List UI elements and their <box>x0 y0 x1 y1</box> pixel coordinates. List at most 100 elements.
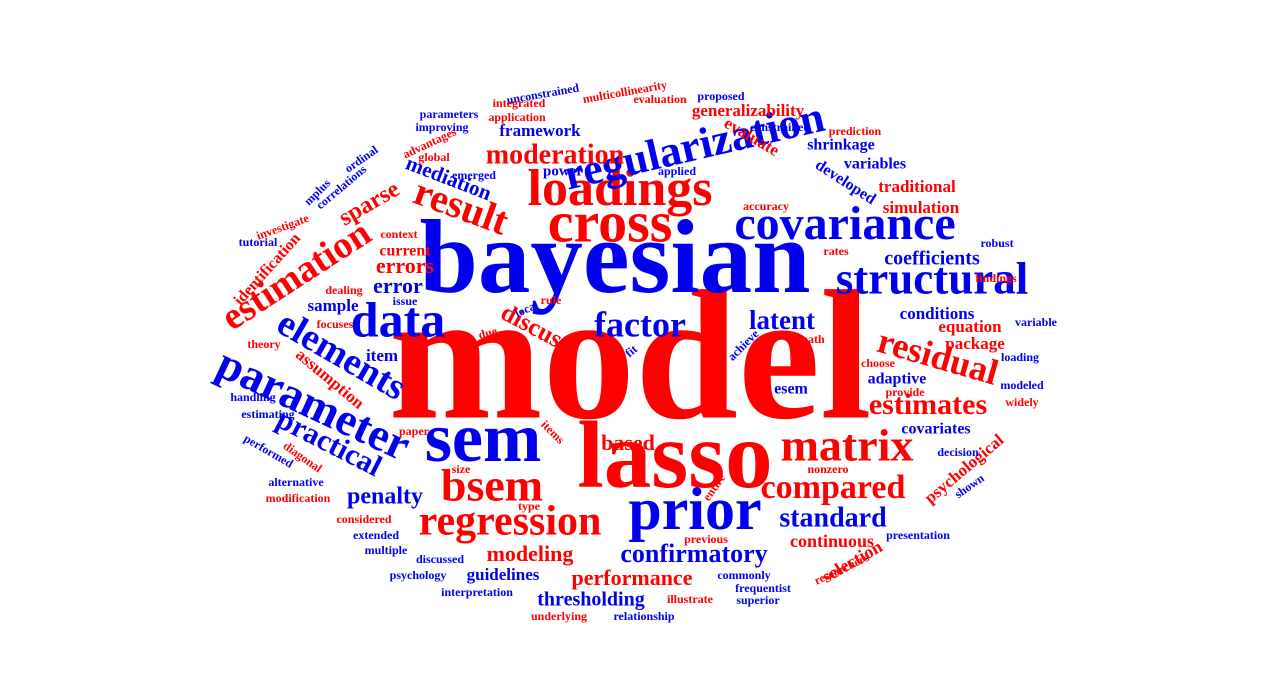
cloud-word-applied: applied <box>658 164 696 178</box>
cloud-word-compared: compared <box>761 469 906 506</box>
cloud-word-estimating: estimating <box>241 407 294 421</box>
cloud-word-relationship: relationship <box>613 609 674 623</box>
cloud-word-alternative: alternative <box>268 475 324 489</box>
cloud-word-thresholding: thresholding <box>537 589 644 611</box>
cloud-word-loading: loading <box>1001 350 1039 364</box>
cloud-word-evaluation: evaluation <box>633 92 687 106</box>
cloud-word-regression: regression <box>419 499 602 545</box>
cloud-word-prediction: prediction <box>829 124 882 138</box>
cloud-word-widely: widely <box>1005 395 1038 409</box>
cloud-word-power: power <box>543 163 583 179</box>
cloud-word-coefficients: coefficients <box>884 248 980 270</box>
cloud-word-confirmatory: confirmatory <box>620 539 767 568</box>
cloud-word-latent: latent <box>749 305 815 335</box>
cloud-word-extended: extended <box>353 528 399 542</box>
cloud-word-esem: esem <box>774 381 808 398</box>
cloud-word-focuses: focuses <box>317 317 354 331</box>
cloud-word-integrated: integrated <box>493 96 546 110</box>
cloud-word-performance: performance <box>572 565 693 590</box>
cloud-word-emerged: emerged <box>452 168 496 182</box>
cloud-word-multiple: multiple <box>365 543 408 557</box>
cloud-word-size: size <box>452 462 471 476</box>
cloud-word-path: path <box>801 332 825 346</box>
cloud-word-covariance: covariance <box>734 197 955 250</box>
cloud-word-sem: sem <box>425 400 542 477</box>
cloud-word-proposed: proposed <box>697 89 744 103</box>
cloud-word-standard: standard <box>779 502 887 533</box>
cloud-word-frequentist: frequentist <box>735 581 791 595</box>
cloud-word-accuracy: accuracy <box>743 199 789 213</box>
cloud-word-structural: structural <box>836 253 1028 303</box>
cloud-word-simulation: simulation <box>883 198 960 217</box>
cloud-word-superior: superior <box>736 593 780 607</box>
cloud-word-nonzero: nonzero <box>807 462 848 476</box>
cloud-word-loadings: loadings <box>528 160 713 217</box>
cloud-word-variable: variable <box>1015 315 1058 329</box>
cloud-word-rates: rates <box>823 244 849 258</box>
cloud-word-modeling: modeling <box>487 541 574 566</box>
cloud-word-interpretation: interpretation <box>441 585 513 599</box>
cloud-word-application: application <box>488 110 546 124</box>
cloud-word-framework: framework <box>499 121 581 140</box>
cloud-word-discussed: discussed <box>416 552 464 566</box>
cloud-word-modeled: modeled <box>1000 378 1044 392</box>
cloud-word-modification: modification <box>266 491 331 505</box>
cloud-word-underlying: underlying <box>531 609 587 623</box>
cloud-word-handling: handling <box>230 390 275 404</box>
cloud-word-equation: equation <box>938 317 1002 336</box>
cloud-word-global: global <box>418 150 450 164</box>
cloud-word-psychology: psychology <box>390 568 447 582</box>
cloud-word-adaptive: adaptive <box>868 371 927 388</box>
cloud-word-tutorial: tutorial <box>239 235 278 249</box>
cloud-word-prior: prior <box>628 476 761 542</box>
cloud-word-presentation: presentation <box>886 528 950 542</box>
cloud-word-parameters: parameters <box>420 107 479 121</box>
cloud-word-due: due <box>477 323 499 342</box>
cloud-word-type: type <box>518 499 541 513</box>
cloud-word-estimates: estimates <box>869 388 987 421</box>
cloud-word-traditional: traditional <box>878 177 956 196</box>
cloud-word-paper: paper <box>399 424 430 438</box>
cloud-word-issue: issue <box>393 294 418 308</box>
cloud-word-factor: factor <box>594 304 686 344</box>
cloud-word-package: package <box>945 334 1005 353</box>
cloud-word-current: current <box>379 243 431 260</box>
cloud-word-constrained: constrained <box>750 120 810 134</box>
cloud-word-data: data <box>351 291 445 347</box>
cloud-word-continuous: continuous <box>790 531 874 551</box>
cloud-word-bsem: bsem <box>441 460 543 511</box>
cloud-word-findings: findings <box>975 271 1017 285</box>
cloud-word-bayesian: bayesian <box>420 198 811 315</box>
cloud-word-considered: considered <box>336 512 391 526</box>
cloud-word-generalizability: generalizability <box>692 101 805 120</box>
cloud-word-decision: decision <box>937 445 979 459</box>
cloud-word-matrix: matrix <box>781 420 914 471</box>
cloud-word-model: model <box>388 253 871 458</box>
cloud-word-cross: cross <box>548 189 673 254</box>
cloud-word-choose: choose <box>861 356 896 370</box>
cloud-word-sample: sample <box>308 296 359 315</box>
cloud-word-dealing: dealing <box>325 283 362 297</box>
cloud-word-shrinkage: shrinkage <box>807 137 875 154</box>
cloud-word-lasso: lasso <box>577 402 772 508</box>
cloud-word-improving: improving <box>415 120 468 134</box>
cloud-word-guidelines: guidelines <box>467 565 540 584</box>
cloud-word-conditions: conditions <box>900 304 975 323</box>
cloud-word-variables: variables <box>844 156 906 173</box>
cloud-word-moderation: moderation <box>486 139 625 170</box>
cloud-word-penalty: penalty <box>347 484 423 510</box>
cloud-word-commonly: commonly <box>717 568 770 582</box>
cloud-word-illustrate: illustrate <box>667 592 714 606</box>
cloud-word-errors: errors <box>376 253 435 278</box>
cloud-word-rule: rule <box>541 293 562 307</box>
cloud-word-robust: robust <box>980 236 1013 250</box>
cloud-word-provide: provide <box>885 385 925 399</box>
cloud-word-theory: theory <box>247 337 280 351</box>
cloud-word-item: item <box>366 346 398 365</box>
cloud-word-previous: previous <box>684 532 728 546</box>
cloud-word-error: error <box>373 273 423 298</box>
cloud-word-covariates: covariates <box>901 421 970 438</box>
cloud-word-context: context <box>380 227 417 241</box>
